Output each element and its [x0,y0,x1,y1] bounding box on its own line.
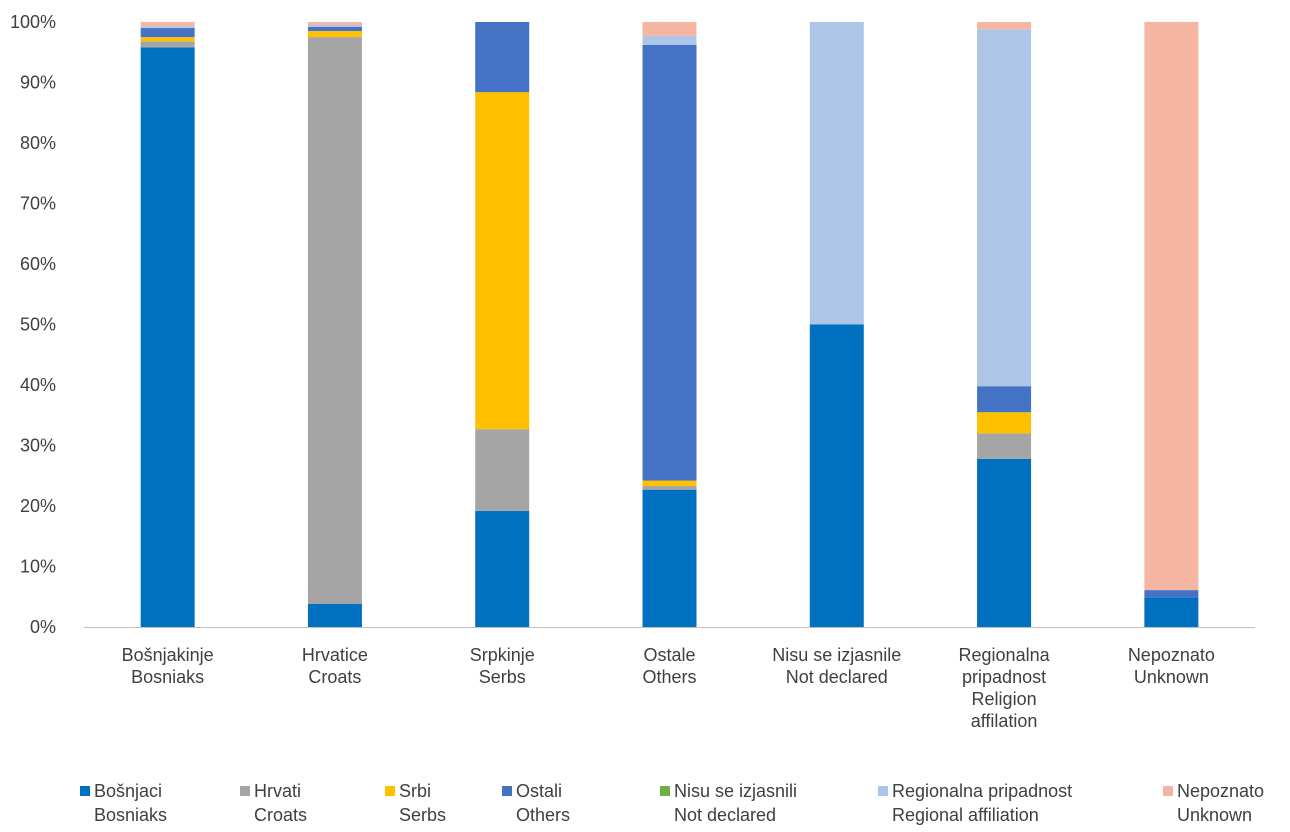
bar-stack [1144,22,1198,627]
bar-segment [643,486,697,490]
y-tick-label: 0% [30,617,56,637]
x-category-label: Srpkinje Serbs [470,645,535,687]
legend-swatch [660,786,670,796]
bar-stack [141,22,195,627]
y-tick-label: 90% [20,73,56,93]
bar-segment [643,36,697,45]
x-category-label: Hrvatice Croats [302,645,368,687]
legend-item: Nisu se izjasnili Not declared [660,781,797,825]
bar-segment [308,22,362,25]
bar-segment [810,22,864,325]
x-category-label: Nisu se izjasnile Not declared [772,645,901,687]
legend-label: Nepoznato Unknown [1177,781,1264,825]
bar-segment [643,490,697,627]
bar-segment [643,45,697,481]
bar-segment [810,325,864,628]
legend-label: Srbi Serbs [399,781,446,825]
bar-segment [308,604,362,627]
y-tick-label: 50% [20,315,56,335]
legend: Bošnjaci Bosniaks Hrvati Croats Srbi Serbs Ost… [80,781,1264,825]
bar-stack [308,22,362,627]
bar-segment [977,412,1031,433]
bar-stack [810,22,864,627]
legend-label: Regionalna pripadnost Regional affiliatio… [892,781,1072,825]
bar-segment [1144,598,1198,627]
bar-stack [475,22,529,627]
legend-label: Nisu se izjasnili Not declared [674,781,797,825]
bar-segment [141,47,195,627]
bar-segment [308,37,362,604]
bar-segment [141,41,195,47]
bar-segment [977,386,1031,412]
legend-swatch [80,786,90,796]
y-tick-label: 20% [20,496,56,516]
x-category-label: Bošnjakinje Bosniaks [122,645,214,687]
y-tick-label: 70% [20,194,56,214]
y-tick-label: 10% [20,557,56,577]
bar-segment [977,22,1031,29]
y-tick-label: 100% [10,12,56,32]
bar-stack [643,22,697,627]
y-axis: 0% 10% 20% 30% 40% 50% 60% 70% 80% 90% 100% [10,12,56,637]
legend-swatch [878,786,888,796]
bar-segment [1144,590,1198,598]
y-tick-label: 60% [20,254,56,274]
x-axis: Bošnjakinje Bosniaks Hrvatice Croats Srpkinj… [84,628,1255,732]
x-category-label: Regionalna pripadnost Religion affilation [959,645,1051,731]
plot-area [141,22,1199,627]
bar-segment [977,459,1031,627]
bar-segment [308,27,362,31]
bar-segment [1144,22,1198,590]
legend-item: Bošnjaci Bosniaks [80,781,167,825]
bar-segment [308,25,362,27]
legend-label: Ostali Others [516,781,570,825]
legend-swatch [502,786,512,796]
bar-stack [977,22,1031,627]
legend-item: Hrvati Croats [240,781,307,825]
bar-segment [141,22,195,26]
bar-segment [643,22,697,36]
y-tick-label: 80% [20,133,56,153]
y-tick-label: 30% [20,436,56,456]
x-category-label: Nepoznato Unknown [1128,645,1215,687]
legend-swatch [240,786,250,796]
legend-item: Ostali Others [502,781,570,825]
y-tick-label: 40% [20,375,56,395]
legend-swatch [385,786,395,796]
legend-item: Nepoznato Unknown [1163,781,1264,825]
bar-segment [977,433,1031,458]
x-category-label: Ostale Others [642,645,696,687]
bar-segment [475,429,529,511]
bar-segment [308,31,362,37]
bar-segment [475,92,529,429]
legend-label: Bošnjaci Bosniaks [94,781,167,825]
bar-segment [141,37,195,41]
bar-segment [977,29,1031,386]
bar-segment [643,481,697,486]
bar-segment [475,511,529,627]
legend-item: Srbi Serbs [385,781,446,825]
legend-label: Hrvati Croats [254,781,307,825]
legend-item: Regionalna pripadnost Regional affiliatio… [878,781,1072,825]
bar-segment [141,26,195,28]
bar-segment [141,28,195,37]
legend-swatch [1163,786,1173,796]
bar-segment [475,22,529,92]
